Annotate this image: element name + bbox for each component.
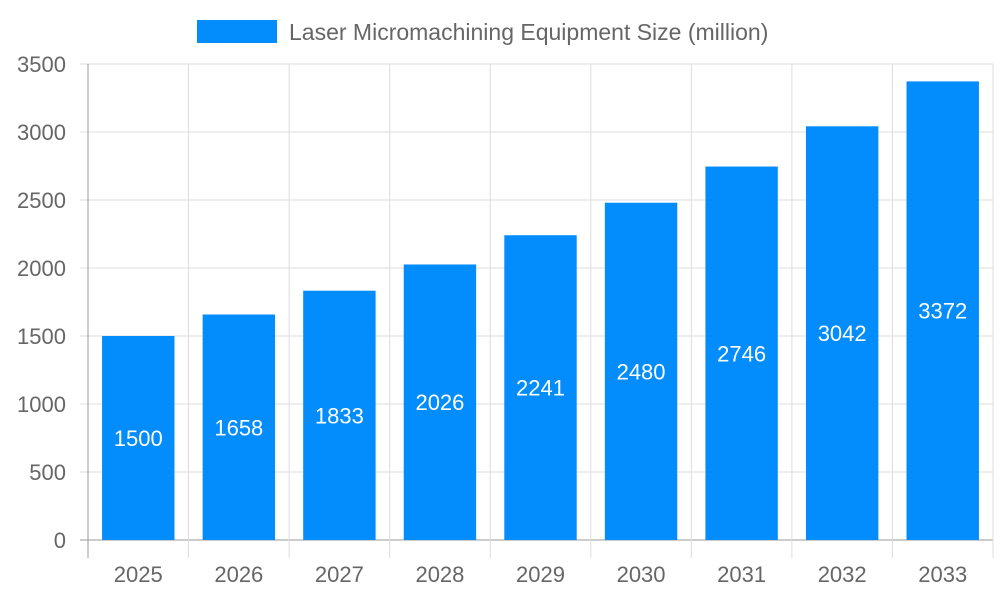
bar	[403, 264, 477, 540]
bar	[504, 235, 577, 540]
legend: Laser Micromachining Equipment Size (mil…	[197, 19, 768, 45]
data-label: 2746	[717, 341, 766, 366]
legend-swatch	[197, 20, 277, 43]
data-label: 3042	[818, 321, 867, 346]
x-tick-label: 2026	[214, 562, 263, 587]
x-tick-label: 2030	[617, 562, 666, 587]
bar	[604, 202, 678, 540]
data-label: 2480	[617, 359, 666, 384]
data-label: 1658	[214, 415, 263, 440]
x-tick-label: 2027	[315, 562, 364, 587]
bar	[202, 314, 276, 540]
y-tick-label: 0	[54, 528, 66, 553]
legend-label: Laser Micromachining Equipment Size (mil…	[289, 19, 768, 45]
x-tick-label: 2032	[818, 562, 867, 587]
x-tick-label: 2028	[415, 562, 464, 587]
y-tick-label: 2000	[17, 256, 66, 281]
x-tick-label: 2025	[114, 562, 163, 587]
data-label: 2241	[516, 376, 565, 401]
data-label: 1500	[114, 426, 163, 451]
x-tick-label: 2029	[516, 562, 565, 587]
y-tick-label: 500	[29, 460, 66, 485]
y-tick-label: 3500	[17, 52, 66, 77]
data-label: 2026	[415, 390, 464, 415]
data-label: 3372	[918, 299, 967, 324]
y-tick-label: 2500	[17, 188, 66, 213]
data-label: 1833	[315, 403, 364, 428]
x-tick-label: 2031	[717, 562, 766, 587]
bar	[102, 336, 175, 540]
y-tick-label: 3000	[17, 120, 66, 145]
bar	[906, 81, 979, 541]
bar	[303, 290, 376, 540]
x-tick-label: 2033	[918, 562, 967, 587]
y-tick-label: 1000	[17, 392, 66, 417]
y-tick-label: 1500	[17, 324, 66, 349]
bar	[705, 166, 778, 540]
bar	[805, 126, 879, 541]
